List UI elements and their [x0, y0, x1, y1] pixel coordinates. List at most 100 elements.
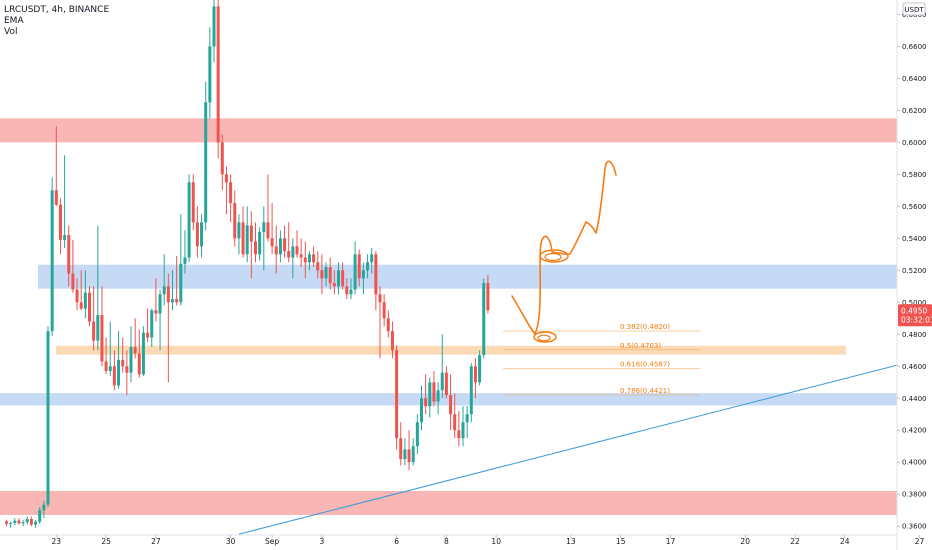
candle-body: [390, 331, 394, 351]
candle-body: [38, 510, 42, 522]
fib-label-0.5: 0.5(0.4703): [620, 342, 661, 350]
price-tick-label: 0.5600: [902, 203, 927, 211]
price-tick-label: 0.6200: [902, 107, 927, 115]
candle: [42, 500, 46, 519]
candle: [179, 214, 183, 306]
zone-orange-band: [56, 345, 846, 355]
candle-body: [299, 254, 303, 258]
time-tick-label: 23: [52, 537, 62, 546]
candle-body: [58, 204, 62, 240]
candle: [262, 206, 266, 271]
candle-body: [370, 254, 374, 263]
candle: [183, 230, 187, 274]
candle-body: [254, 241, 257, 255]
candle: [482, 278, 486, 359]
candle: [395, 345, 399, 450]
candle-body: [125, 366, 129, 373]
candle-body: [216, 6, 220, 143]
symbol-title[interactable]: LRCUSDT, 4h, BINANCE: [4, 5, 110, 15]
candle: [117, 331, 121, 389]
candle-body: [478, 355, 482, 383]
candle: [349, 278, 353, 300]
candle: [320, 254, 324, 295]
candle: [141, 326, 145, 376]
candle: [46, 326, 50, 508]
candle-body: [229, 182, 233, 204]
candle-body: [237, 222, 241, 239]
candle: [79, 270, 83, 311]
candle-body: [108, 366, 112, 372]
candle: [449, 374, 453, 431]
time-tick-label: 25: [101, 537, 111, 546]
candle: [146, 308, 150, 343]
candle: [25, 516, 29, 525]
zones-layer: [0, 118, 897, 516]
candle-body: [183, 257, 187, 264]
candle: [100, 286, 104, 367]
candle-body: [341, 270, 345, 287]
time-tick-label: 6: [394, 537, 399, 546]
candle-body: [320, 270, 324, 279]
candle-body: [171, 299, 174, 303]
candle-body: [395, 350, 399, 439]
candle-body: [444, 372, 448, 396]
candle-body: [386, 318, 390, 332]
candle: [357, 249, 361, 287]
candle-body: [112, 366, 116, 386]
candle: [415, 414, 419, 455]
indicator-vol-label[interactable]: Vol: [4, 27, 18, 37]
candle: [137, 329, 141, 378]
candle: [457, 411, 461, 447]
price-tick-label: 0.4000: [902, 459, 927, 467]
price-tick-label: 0.5800: [902, 171, 927, 179]
candle-body: [96, 315, 100, 341]
candle-body: [415, 422, 419, 447]
candle: [312, 246, 316, 268]
candle: [245, 206, 249, 263]
candle: [465, 406, 469, 439]
candle-body: [266, 222, 270, 239]
indicator-ema-label[interactable]: EMA: [4, 16, 24, 26]
candle-body: [158, 294, 162, 314]
candle: [473, 358, 477, 399]
candle-body: [146, 332, 150, 338]
candle: [54, 126, 58, 207]
candle-body: [432, 382, 436, 402]
time-tick-label: 8: [444, 537, 449, 546]
candle-body: [29, 519, 33, 525]
candle-body: [374, 254, 378, 295]
candle: [307, 251, 311, 271]
candle: [212, 0, 216, 63]
candle: [436, 382, 440, 415]
candle-body: [83, 292, 87, 309]
price-tick-label: 0.6000: [902, 139, 927, 147]
currency-badge[interactable]: USDT: [902, 2, 926, 16]
candle: [440, 334, 444, 399]
candle: [287, 222, 291, 263]
candle: [411, 438, 415, 466]
candle-body: [453, 414, 457, 431]
candle-body: [191, 182, 195, 223]
candle: [274, 225, 278, 274]
candle: [96, 225, 100, 351]
candle: [254, 222, 257, 263]
candle-body: [9, 523, 13, 525]
countdown-label: 03:32:01: [901, 315, 932, 324]
chart-legend: LRCUSDT, 4h, BINANCE EMA Vol: [4, 5, 109, 38]
zone-blue-lower: [0, 393, 897, 406]
time-tick-label: 15: [616, 537, 626, 546]
candle-body: [353, 254, 357, 290]
candle: [486, 275, 490, 314]
fib-label-0.618: 0.618(0.4587): [620, 360, 670, 368]
candle: [13, 518, 17, 526]
candle: [249, 211, 253, 279]
candle-body: [361, 270, 365, 279]
price-tick-label: 0.4800: [902, 331, 927, 339]
candle: [324, 262, 328, 287]
price-tick-label: 0.6400: [902, 75, 927, 83]
candle-body: [208, 46, 212, 103]
candle-body: [5, 521, 8, 524]
candle-body: [249, 225, 253, 242]
candle-body: [117, 359, 121, 386]
